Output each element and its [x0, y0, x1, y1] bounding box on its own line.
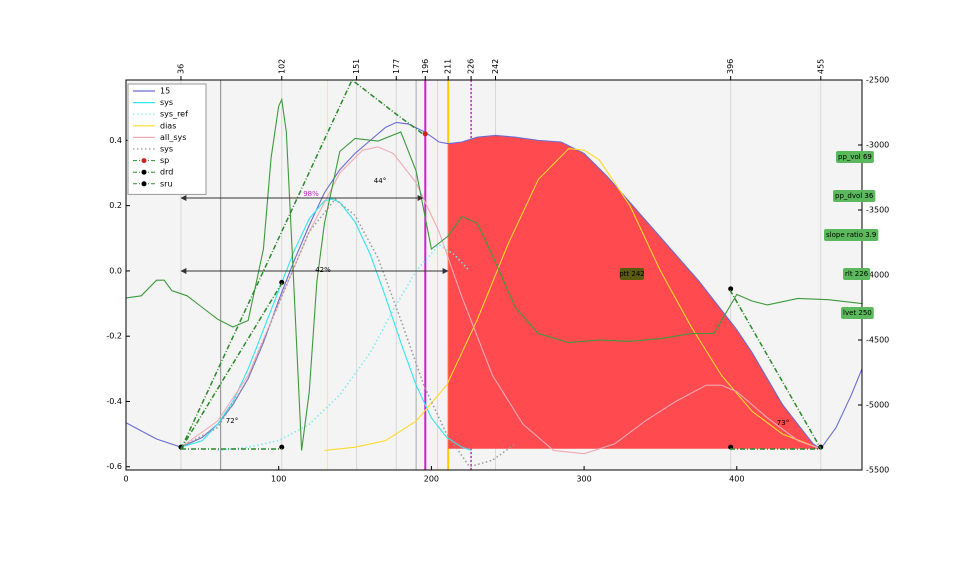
marker	[728, 286, 734, 292]
plot-area: 36 102 151 177 196 211 226 242 396 455 0 100 200 300 4…	[106, 59, 889, 484]
x-tick-label: 300	[576, 475, 591, 484]
x2-tick-label: 226	[467, 59, 476, 74]
x-tick-label: 0	[123, 475, 128, 484]
ptt-box: ptt 242	[619, 268, 645, 280]
annotation: 73°	[777, 419, 789, 427]
y2-tick-label: -5000	[866, 401, 889, 410]
legend-label: dias	[160, 121, 176, 130]
annotation: 42%	[315, 266, 331, 274]
x2-tick-label: 102	[277, 59, 286, 74]
legend-label: sys	[160, 98, 173, 107]
legend-label: sp	[160, 156, 169, 165]
x2-tick-label: 177	[392, 59, 401, 74]
y-tick-label: 0.0	[109, 266, 122, 275]
box-label: rlt 226	[845, 270, 869, 278]
x2-tick-label: 396	[726, 59, 735, 74]
y2-tick-label: -3000	[866, 141, 889, 150]
info-box: pp_vol 69	[836, 151, 874, 163]
info-box: slope ratio 3.9	[824, 229, 879, 241]
y2-tick-label: -2500	[866, 76, 889, 85]
tangent-line	[180, 282, 283, 450]
fill-area	[448, 135, 821, 449]
series-line	[180, 198, 516, 468]
box-label: ptt 242	[619, 270, 645, 278]
box-bg	[836, 151, 874, 163]
box-label: pp_vol 69	[838, 153, 872, 161]
box-bg	[833, 190, 876, 202]
box-label: pp_dvol 36	[835, 192, 874, 200]
marker	[279, 279, 285, 285]
y-tick-label: 0.4	[109, 136, 122, 145]
box-label: lvet 250	[843, 309, 872, 317]
x-tick-label: 100	[271, 475, 286, 484]
marker	[279, 444, 285, 450]
x2-tick-label: 151	[352, 59, 361, 74]
y-tick-label: -0.6	[106, 462, 122, 471]
series-line	[125, 97, 863, 451]
box-bg	[841, 307, 874, 319]
y2-tick-label: -3500	[866, 206, 889, 215]
x-tick-label: 200	[424, 475, 439, 484]
x2-tick-label: 196	[421, 59, 430, 74]
info-box: pp_dvol 36	[833, 190, 876, 202]
tangent-line	[729, 289, 822, 450]
legend-label: sys	[160, 145, 173, 154]
x2-tick-label: 211	[444, 59, 453, 74]
legend-swatch	[141, 158, 147, 164]
annotation: 44°	[374, 177, 386, 185]
legend-swatch	[141, 181, 147, 187]
marker	[422, 131, 428, 137]
overlay: 44° 42% 98% 72° 73° ptt 242 pp_vol 69 pp_…	[180, 78, 879, 450]
y-tick-label: 0.2	[109, 201, 122, 210]
x-tick-label: 400	[729, 475, 744, 484]
box-label: slope ratio 3.9	[826, 231, 876, 239]
y-tick-label: -0.2	[106, 332, 122, 341]
legend-label: sys_ref	[160, 110, 188, 119]
y2-tick-label: -4500	[866, 336, 889, 345]
y-tick-label: -0.4	[106, 397, 122, 406]
y2-tick-label: -5500	[866, 466, 889, 475]
box-bg	[620, 268, 644, 280]
box-bg	[824, 229, 879, 241]
annotation: 98%	[303, 190, 319, 198]
info-box: rlt 226	[843, 268, 871, 280]
legend-label: 15	[160, 87, 170, 96]
tangent-line	[180, 78, 424, 450]
legend-swatch	[141, 169, 147, 175]
info-box: lvet 250	[841, 307, 874, 319]
annotation: 72°	[226, 417, 238, 425]
x2-tick-label: 242	[491, 59, 500, 74]
series-line	[180, 146, 821, 455]
x2-tick-label: 36	[176, 64, 185, 74]
box-bg	[843, 268, 871, 280]
series-line	[324, 147, 821, 451]
legend-label: drd	[160, 168, 173, 177]
x2-tick-label: 455	[816, 59, 825, 74]
legend-label: sru	[160, 179, 173, 188]
y2-tick-label: -4000	[866, 271, 889, 280]
legend-label: all_sys	[160, 133, 186, 142]
